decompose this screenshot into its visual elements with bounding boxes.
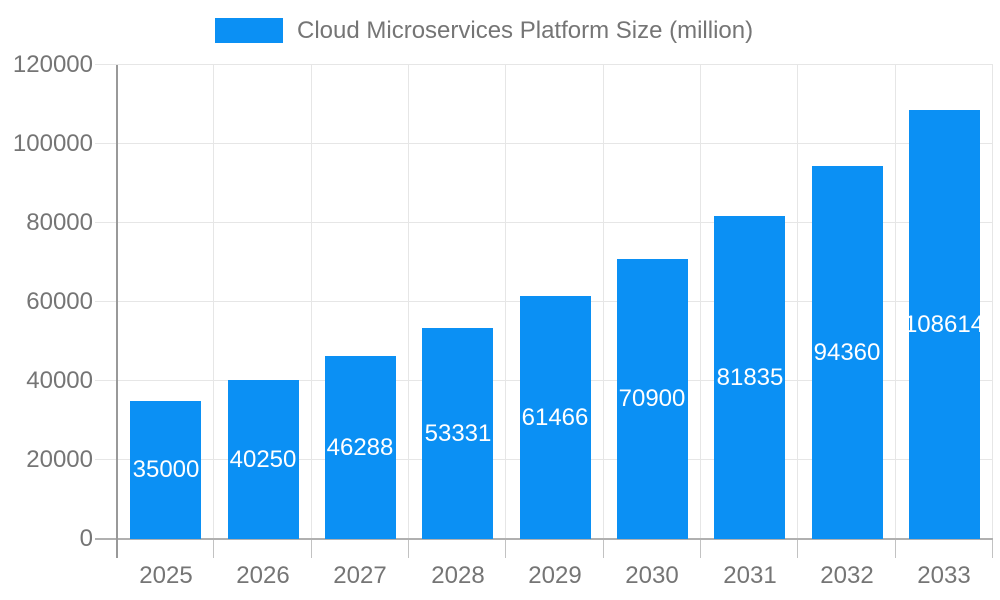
x-axis-tick	[700, 539, 701, 558]
x-axis-tick-label: 2027	[333, 562, 387, 589]
bar-2028	[422, 328, 493, 539]
bar-2025	[130, 401, 201, 539]
x-axis-tick-label: 2029	[528, 562, 582, 589]
bar-value-label: 61466	[521, 404, 589, 431]
bar-2029	[520, 296, 591, 539]
bar-2033	[909, 110, 980, 539]
x-axis-tick	[505, 539, 506, 558]
x-axis-tick-label: 2026	[236, 562, 290, 589]
v-gridline	[992, 65, 993, 539]
bar-value-label: 35000	[132, 456, 200, 483]
bar-2026	[228, 380, 299, 539]
v-gridline	[505, 65, 506, 539]
bar-value-label: 94360	[813, 339, 881, 366]
y-gridline	[95, 143, 993, 144]
x-axis-tick	[311, 539, 312, 558]
bar-2027	[325, 356, 396, 539]
x-axis-tick	[895, 539, 896, 558]
v-gridline	[700, 65, 701, 539]
y-axis-tick-label: 80000	[26, 209, 93, 236]
bar-2031	[714, 216, 785, 539]
y-axis-tick-label: 120000	[12, 51, 93, 78]
y-axis-tick-label: 20000	[26, 446, 93, 473]
x-axis-tick	[213, 539, 214, 558]
x-axis-tick-label: 2033	[917, 562, 971, 589]
x-axis-tick-label: 2030	[625, 562, 679, 589]
x-axis-tick	[603, 539, 604, 558]
v-gridline	[603, 65, 604, 539]
y-gridline	[95, 64, 993, 65]
x-axis-tick-label: 2025	[139, 562, 193, 589]
x-axis-tick-label: 2032	[820, 562, 874, 589]
y-gridline	[95, 222, 993, 223]
x-axis-tick	[408, 539, 409, 558]
x-axis-tick-label: 2028	[431, 562, 485, 589]
bar-value-label: 70900	[618, 385, 686, 412]
y-axis-tick-label: 40000	[26, 367, 93, 394]
bar-2032	[812, 166, 883, 539]
x-axis-line	[95, 538, 993, 540]
y-axis-line	[116, 65, 118, 558]
bar-value-label: 46288	[326, 434, 394, 461]
v-gridline	[311, 65, 312, 539]
bar-2030	[617, 259, 688, 539]
bar-value-label: 40250	[229, 446, 297, 473]
bar-value-label: 108614	[903, 311, 985, 338]
v-gridline	[213, 65, 214, 539]
bar-value-label: 53331	[424, 420, 492, 447]
x-axis-tick	[797, 539, 798, 558]
x-axis-tick-label: 2031	[723, 562, 777, 589]
v-gridline	[895, 65, 896, 539]
v-gridline	[797, 65, 798, 539]
y-axis-tick-label: 100000	[12, 130, 93, 157]
legend-swatch	[215, 18, 283, 43]
v-gridline	[408, 65, 409, 539]
bar-value-label: 81835	[716, 364, 784, 391]
legend-label: Cloud Microservices Platform Size (milli…	[297, 17, 754, 44]
y-axis-tick-label: 60000	[26, 288, 93, 315]
x-axis-tick	[992, 539, 993, 558]
y-axis-tick-label: 0	[79, 525, 93, 552]
